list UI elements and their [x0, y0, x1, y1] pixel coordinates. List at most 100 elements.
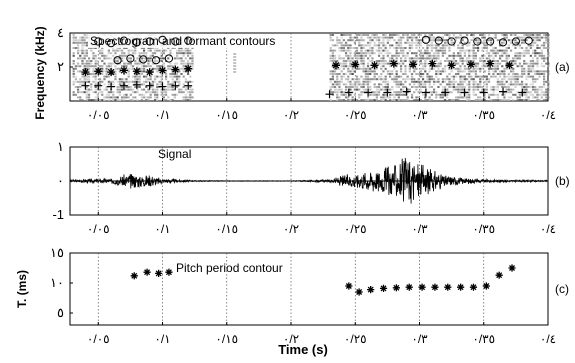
spectrogram-cell — [503, 78, 506, 81]
spectrogram-cell — [402, 49, 405, 52]
spectrogram-cell — [518, 75, 521, 78]
spectrogram-cell — [503, 93, 506, 96]
spectrogram-cell — [90, 83, 93, 86]
spectrogram-cell — [386, 96, 389, 99]
figure-xlabel: Time (s) — [278, 342, 328, 357]
spectrogram-cell — [375, 88, 378, 91]
spectrogram-cell — [333, 73, 337, 75]
spectrogram-cell — [388, 44, 392, 47]
spectrogram-cell — [454, 62, 458, 65]
spectrogram-cell — [443, 44, 447, 47]
spectrogram-cell — [349, 65, 352, 68]
spectrogram-cell — [538, 86, 541, 88]
spectrogram-cell — [424, 67, 427, 70]
spectrogram-cell — [360, 86, 363, 88]
spectrogram-cell — [540, 62, 543, 65]
formant-point — [511, 37, 520, 46]
spectrogram-cell — [386, 52, 389, 55]
spectrogram-cell — [454, 88, 458, 91]
spectrogram-cell — [360, 34, 363, 36]
spectrogram-cell — [149, 86, 152, 88]
spectrogram-cell — [123, 62, 126, 65]
spectrogram-cell — [459, 41, 462, 44]
spectrogram-cell — [397, 54, 400, 57]
spectrogram-cell — [83, 91, 86, 94]
spectrogram-cell — [509, 49, 513, 52]
spectrogram-cell — [410, 57, 414, 60]
spectrogram-cell — [446, 93, 449, 96]
spectrogram-cell — [72, 41, 75, 44]
spectrogram-cell — [388, 52, 392, 55]
spectrogram-cell — [151, 70, 154, 73]
spectrogram-cell — [479, 67, 482, 70]
spectrogram-cell — [98, 52, 102, 55]
spectrogram-cell — [338, 80, 341, 83]
spectrogram-cell — [382, 39, 385, 42]
spectrogram-cell — [391, 93, 394, 96]
spectrogram-cell — [509, 70, 513, 73]
spectrogram-cell — [160, 91, 163, 94]
spectrogram-cell — [76, 86, 80, 88]
spectrogram-cell — [494, 65, 497, 68]
spectrogram-cell — [116, 57, 119, 60]
spectrogram-cell — [90, 88, 93, 91]
spectrogram-cell — [129, 93, 132, 96]
spectrogram-cell — [501, 41, 504, 44]
spectrogram-cell — [512, 57, 515, 60]
spectrogram-cell — [142, 57, 146, 60]
spectrogram-cell — [395, 44, 398, 47]
spectrogram-cell — [90, 49, 93, 52]
spectrogram-cell — [366, 80, 370, 83]
spectrogram-cell — [380, 62, 383, 65]
spectrogram-cell — [516, 91, 519, 94]
spectrogram-cell — [520, 70, 524, 73]
spectrogram-cell — [380, 75, 383, 78]
spectrogram-cell — [347, 54, 350, 57]
spectrogram-cell — [545, 39, 548, 42]
spectrogram-cell — [353, 41, 356, 44]
spectrogram-cell — [531, 39, 535, 42]
spectrogram-cell — [527, 86, 530, 88]
spectrogram-cell — [76, 57, 80, 60]
spectrogram-cell — [443, 99, 447, 101]
spectrogram-cell — [494, 34, 497, 36]
spectrogram-cell — [538, 73, 541, 75]
spectrogram-cell — [149, 75, 152, 78]
spectrogram-cell — [182, 60, 185, 62]
spectrogram-cell — [85, 96, 88, 99]
spectrogram-cell — [81, 83, 84, 86]
spectrogram-cell — [175, 49, 179, 52]
spectrogram-cell — [388, 39, 392, 42]
spectrogram-cell — [437, 67, 440, 70]
spectrogram-cell — [140, 96, 143, 99]
x-tick-label: ٠/٠٥ — [87, 222, 110, 236]
formant-point — [171, 37, 180, 46]
spectrogram-cell — [72, 36, 75, 39]
spectrogram-cell — [463, 49, 466, 52]
spectrogram-cell — [459, 47, 462, 49]
spectrogram-cell — [397, 62, 400, 65]
x-tick-label: ٠/٣ — [411, 332, 428, 346]
spectrogram-cell — [180, 49, 183, 52]
spectrogram-cell — [118, 49, 121, 52]
spectrogram-cell — [498, 73, 502, 75]
spectrogram-cell — [344, 88, 348, 91]
spectrogram-cell — [496, 39, 499, 42]
spectrogram-cell — [485, 88, 488, 91]
spectrogram-cell — [417, 39, 420, 42]
spectrogram-cell — [523, 99, 526, 101]
spectrogram-cell — [404, 78, 407, 81]
spectrogram-cell — [483, 60, 486, 62]
spectrogram-cell — [344, 41, 348, 44]
spectrogram-cell — [505, 57, 508, 60]
spectrogram-cell — [428, 36, 431, 39]
spectrogram-cell — [375, 65, 378, 68]
spectrogram-cell — [512, 70, 515, 73]
spectrogram-cell — [481, 65, 484, 68]
spectrogram-cell — [336, 60, 339, 62]
spectrogram-cell — [523, 60, 526, 62]
x-tick-label: ٠/٢٥ — [344, 222, 367, 236]
spectrogram-cell — [87, 99, 91, 101]
spectrogram-cell — [529, 86, 532, 88]
spectrogram-cell — [331, 70, 334, 73]
